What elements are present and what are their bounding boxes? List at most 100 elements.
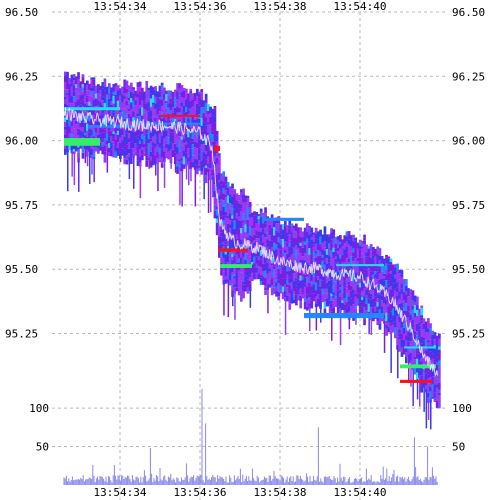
depth-cell (301, 231, 305, 238)
depth-cell (145, 133, 149, 140)
depth-cell (220, 248, 223, 257)
depth-cell (292, 237, 296, 243)
x-tick-label-top: 13:54:34 (94, 0, 147, 13)
depth-cell (198, 160, 201, 166)
depth-cell (220, 269, 223, 276)
depth-cell (310, 247, 314, 254)
depth-cell (413, 367, 417, 375)
depth-cell (145, 93, 149, 100)
depth-cell (193, 108, 197, 118)
depth-cell (407, 348, 410, 357)
depth-cell (402, 310, 406, 314)
depth-cell (75, 98, 78, 102)
depth-cell (130, 141, 133, 149)
depth-cell (75, 120, 78, 125)
depth-tail (234, 291, 236, 320)
depth-cell (187, 109, 190, 115)
depth-cell (363, 268, 366, 273)
depth-cell (255, 272, 259, 280)
x-tick-label-top: 13:54:40 (334, 0, 387, 13)
depth-cell (204, 130, 208, 134)
depth-cell (127, 113, 131, 119)
depth-cell (257, 273, 261, 280)
depth-cell (218, 251, 221, 258)
depth-cell (299, 227, 303, 231)
depth-cell (125, 144, 129, 149)
depth-cell (356, 257, 360, 262)
depth-cell (209, 127, 212, 133)
depth-cell (407, 336, 410, 342)
depth-cell (277, 268, 281, 277)
depth-cell (213, 129, 217, 139)
depth-cell (149, 138, 153, 142)
grid-layer (52, 0, 448, 500)
price-tick-label-left: 96.50 (5, 6, 38, 19)
depth-cell (246, 287, 250, 292)
depth-cell (81, 144, 85, 153)
depth-cell (72, 143, 76, 150)
depth-cell (251, 212, 254, 218)
depth-cell (103, 78, 107, 87)
depth-cell (200, 107, 204, 114)
depth-cell (145, 87, 149, 94)
label-layer: 13:54:3413:54:3413:54:3613:54:3613:54:38… (5, 0, 485, 499)
depth-cell (288, 257, 292, 263)
depth-cell (112, 96, 116, 104)
x-tick-label-bottom: 13:54:36 (174, 486, 227, 499)
depth-cell (237, 228, 241, 235)
depth-cell (257, 238, 261, 246)
depth-cell (330, 232, 333, 240)
depth-cell (226, 232, 230, 241)
depth-cell (237, 194, 241, 201)
depth-cell (200, 144, 204, 152)
depth-cell (431, 358, 435, 363)
depth-cell (433, 359, 437, 362)
depth-cell (380, 271, 384, 279)
depth-cell (361, 285, 364, 291)
depth-cell (334, 255, 338, 259)
depth-cell (125, 159, 129, 165)
depth-cell (372, 255, 375, 259)
depth-cell (90, 129, 94, 136)
depth-cell (246, 207, 250, 214)
depth-cell (116, 118, 120, 125)
depth-cell (123, 115, 127, 119)
depth-cell (369, 296, 373, 300)
depth-cell (114, 146, 118, 152)
depth-cell (207, 153, 210, 157)
depth-cell (323, 226, 327, 234)
depth-cell (242, 273, 245, 278)
depth-cell (418, 360, 421, 366)
depth-cell (427, 383, 430, 391)
depth-cell (108, 136, 111, 144)
depth-cell (301, 268, 305, 275)
depth-cell (402, 334, 406, 340)
depth-cell (284, 241, 287, 250)
depth-cell (299, 269, 303, 276)
depth-cell (323, 292, 327, 299)
depth-cell (176, 115, 179, 124)
level-band (148, 122, 200, 125)
depth-cell (70, 82, 74, 87)
depth-cell (92, 130, 96, 137)
depth-cell (358, 302, 362, 309)
depth-cell (90, 96, 94, 105)
depth-cell (242, 251, 245, 258)
depth-cell (231, 250, 234, 255)
depth-cell (391, 315, 395, 323)
depth-cell (196, 148, 199, 155)
depth-cell (400, 307, 404, 312)
depth-cell (270, 285, 274, 288)
depth-cell (347, 268, 351, 272)
depth-cell (246, 198, 250, 203)
depth-cell (81, 132, 85, 138)
depth-cell (242, 226, 245, 231)
depth-cell (400, 321, 404, 328)
depth-cell (174, 134, 177, 139)
depth-cell (182, 117, 186, 126)
depth-cell (396, 292, 399, 296)
depth-cell (226, 248, 230, 256)
depth-cell (176, 83, 179, 92)
depth-cell (198, 144, 201, 148)
depth-cell (176, 91, 179, 100)
